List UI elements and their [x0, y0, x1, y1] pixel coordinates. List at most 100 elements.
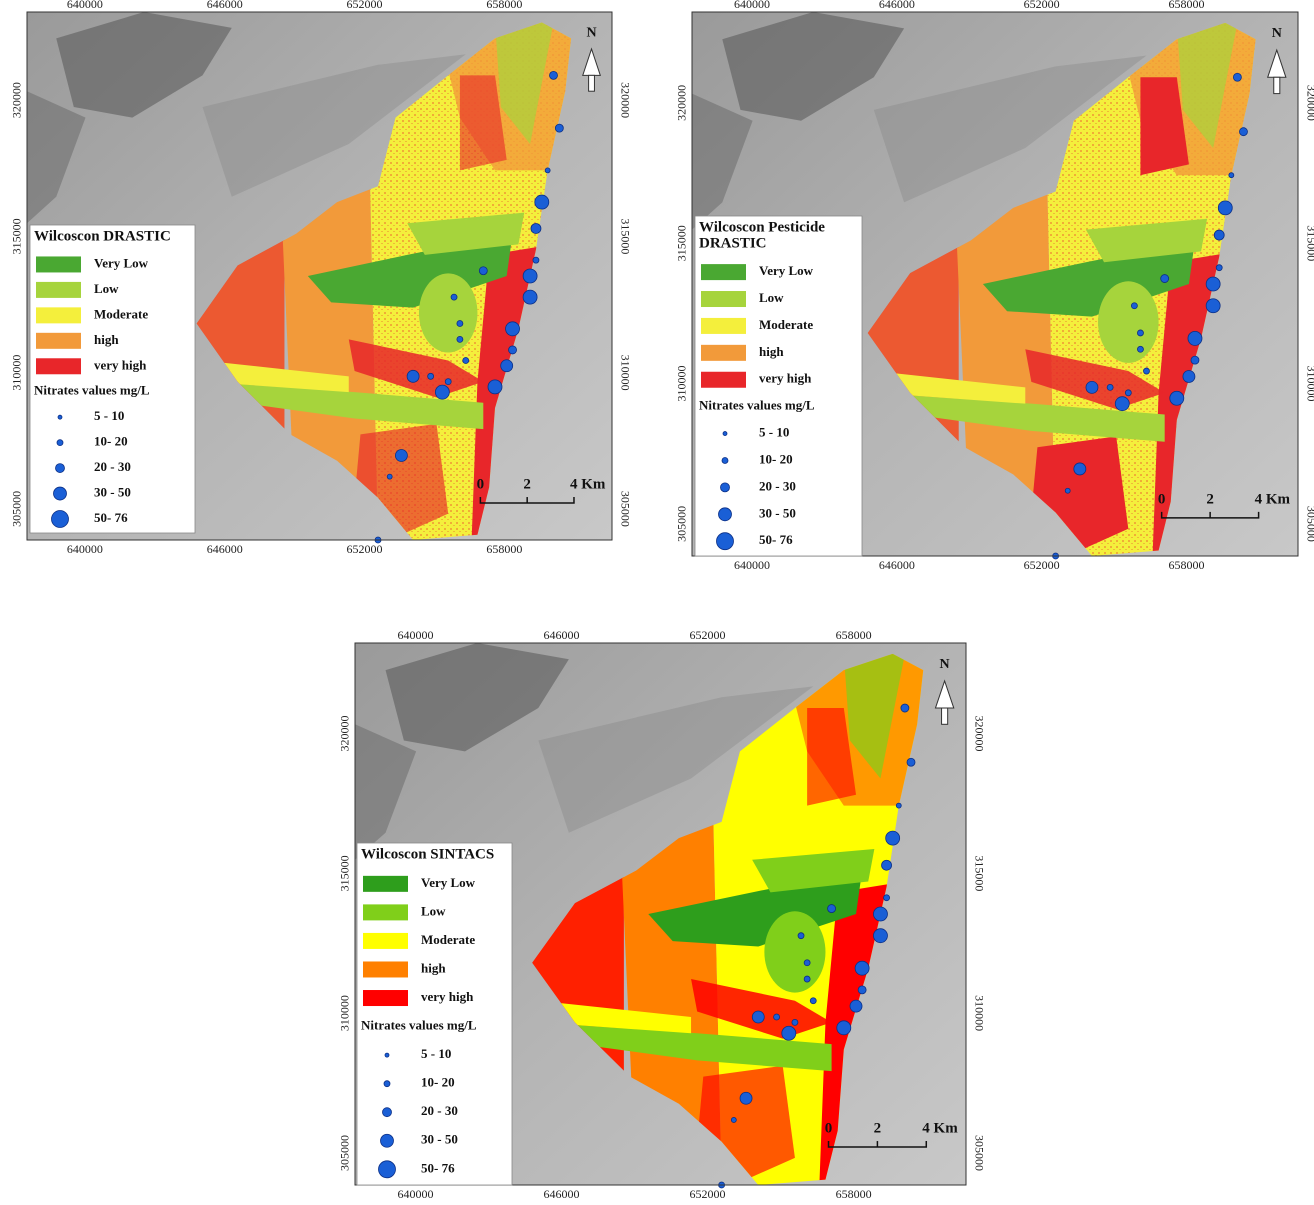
legend-swatch — [36, 358, 81, 374]
nitrate-label: 30 - 50 — [759, 505, 796, 520]
x-tick-label: 652000 — [347, 542, 383, 556]
nitrate-symbol — [384, 1081, 390, 1087]
x-tick-label: 646000 — [544, 628, 580, 642]
well — [810, 998, 816, 1004]
legend-title: DRASTIC — [699, 235, 767, 251]
legend-label: very high — [94, 357, 147, 372]
nitrate-label: 10- 20 — [759, 451, 793, 466]
y-tick-label: 315000 — [10, 218, 24, 254]
well — [1144, 368, 1150, 374]
north-label: N — [1272, 26, 1282, 41]
x-tick-label: 658000 — [486, 0, 522, 11]
north-arrow-base — [942, 708, 948, 724]
well — [873, 907, 887, 921]
legend-swatch — [36, 282, 81, 298]
nitrate-label: 5 - 10 — [421, 1046, 451, 1061]
zone-low — [1098, 281, 1159, 363]
well — [1239, 128, 1247, 136]
well — [873, 929, 887, 943]
scale-label: 2 — [523, 476, 531, 492]
x-tick-label: 652000 — [1024, 558, 1060, 572]
x-tick-label: 652000 — [1024, 0, 1060, 11]
well — [463, 357, 469, 363]
y-tick-label: 310000 — [1304, 366, 1314, 402]
nitrate-label: 50- 76 — [759, 532, 793, 547]
x-tick-label: 640000 — [397, 628, 433, 642]
well — [1188, 331, 1202, 345]
well — [457, 336, 463, 342]
north-label: N — [586, 25, 596, 40]
x-tick-label: 646000 — [544, 1187, 580, 1201]
y-tick-label: 310000 — [675, 366, 689, 402]
nitrate-symbol — [58, 415, 62, 419]
nitrate-label: 50- 76 — [421, 1160, 455, 1175]
legend-swatch — [363, 933, 408, 949]
y-tick-label: 320000 — [618, 82, 632, 118]
y-tick-label: 305000 — [10, 491, 24, 527]
legend-swatch — [363, 990, 408, 1006]
well — [550, 71, 558, 79]
x-tick-label: 658000 — [1168, 0, 1204, 11]
scale-label: 4 Km — [922, 1120, 958, 1136]
well — [1131, 303, 1137, 309]
legend-swatch — [36, 256, 81, 272]
well — [886, 831, 900, 845]
x-tick-label: 658000 — [486, 542, 522, 556]
well — [1218, 201, 1232, 215]
well — [855, 961, 869, 975]
nitrate-symbol — [719, 508, 732, 521]
figure: 640000 640000 646000 646000 652000 652000 6580… — [0, 0, 1314, 1205]
legend-label: Moderate — [94, 306, 148, 321]
legend-swatch — [363, 904, 408, 920]
well — [782, 1026, 796, 1040]
well — [523, 269, 537, 283]
x-tick-label: 646000 — [207, 542, 243, 556]
legend-label: high — [421, 960, 446, 975]
legend-swatch — [363, 961, 408, 977]
zone-low — [419, 273, 478, 352]
nitrate-label: 30 - 50 — [94, 485, 131, 500]
well — [1191, 356, 1199, 364]
well — [884, 895, 890, 901]
legend-label: Very Low — [421, 875, 476, 890]
x-tick-label: 640000 — [67, 0, 103, 11]
nitrate-label: 20 - 30 — [759, 478, 796, 493]
legend-title: Wilcoscon SINTACS — [361, 846, 494, 862]
well — [545, 168, 550, 173]
well — [1086, 381, 1098, 393]
well — [387, 474, 392, 479]
well — [828, 905, 836, 913]
well — [535, 195, 549, 209]
nitrates-title: Nitrates values mg/L — [361, 1018, 477, 1033]
y-tick-label: 315000 — [618, 218, 632, 254]
legend-label: Very Low — [759, 263, 814, 278]
nitrate-symbol — [52, 511, 69, 528]
north-label: N — [940, 657, 950, 672]
x-tick-label: 652000 — [690, 1187, 726, 1201]
scale-label: 0 — [477, 476, 485, 492]
well — [1074, 463, 1086, 475]
well — [896, 803, 901, 808]
legend-label: Moderate — [759, 317, 813, 332]
well — [533, 257, 539, 263]
x-tick-label: 646000 — [207, 0, 243, 11]
x-tick-label: 658000 — [836, 1187, 872, 1201]
legend-swatch — [701, 372, 746, 388]
legend-swatch — [36, 333, 81, 349]
nitrates-title: Nitrates values mg/L — [699, 398, 815, 413]
well — [1065, 488, 1070, 493]
y-tick-label: 310000 — [10, 355, 24, 391]
well — [1170, 391, 1184, 405]
well — [501, 360, 513, 372]
y-tick-label: 305000 — [1304, 506, 1314, 542]
legend-title: Wilcoscon Pesticide — [699, 219, 825, 235]
nitrate-label: 50- 76 — [94, 510, 128, 525]
well — [506, 322, 520, 336]
well — [882, 860, 892, 870]
x-tick-label: 640000 — [67, 542, 103, 556]
legend-label: Moderate — [421, 932, 475, 947]
legend-swatch — [36, 307, 81, 323]
well — [435, 385, 449, 399]
x-tick-label: 646000 — [879, 0, 915, 11]
well — [395, 450, 407, 462]
